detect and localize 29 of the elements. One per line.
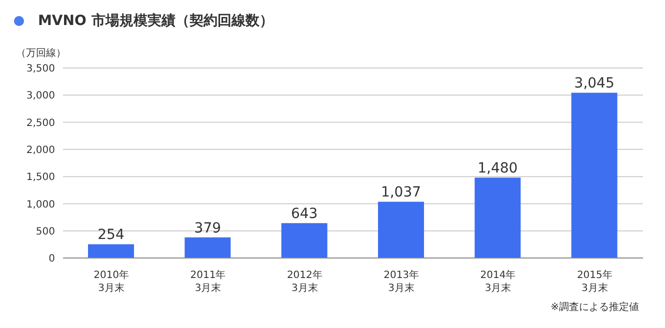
- bar: [184, 237, 231, 258]
- data-label: 643: [290, 206, 318, 222]
- text: ※調査による推定値: [550, 300, 639, 314]
- x-tick-label: 2012年 3月末: [286, 269, 322, 294]
- x-tick-label: 2015年 3月末: [576, 269, 612, 294]
- bar: [88, 244, 134, 258]
- data-label: 1,480: [478, 160, 518, 177]
- x-tick-label: 2011年 3月末: [190, 269, 226, 294]
- bar: [378, 202, 424, 258]
- data-label: 379: [194, 220, 222, 236]
- chart-title: MVNO 市場規模実績（契約回線数）: [38, 12, 274, 30]
- y-tick-label: 2,500: [26, 118, 55, 129]
- x-tick-label: 2013年 3月末: [384, 269, 420, 294]
- data-label: 3,045: [574, 76, 614, 92]
- data-label: 1,037: [380, 184, 422, 201]
- x-tick-label: 2014年 3月末: [480, 269, 516, 294]
- y-tick-label: 0: [48, 254, 55, 265]
- y-tick-label: 2,000: [26, 144, 55, 156]
- y-tick-label: 1,500: [26, 172, 55, 184]
- y-tick-label: 1,000: [26, 199, 55, 210]
- y-axis-title: （万回線）: [16, 47, 66, 60]
- bar: [474, 178, 521, 258]
- y-tick-label: 3,500: [26, 64, 55, 75]
- bar: [281, 223, 328, 258]
- y-tick-label: 3,000: [26, 90, 55, 102]
- data-label: 254: [98, 227, 124, 244]
- y-tick-label: 500: [36, 226, 55, 238]
- bar: [571, 92, 618, 258]
- x-tick-label: 2010年 3月末: [94, 269, 130, 294]
